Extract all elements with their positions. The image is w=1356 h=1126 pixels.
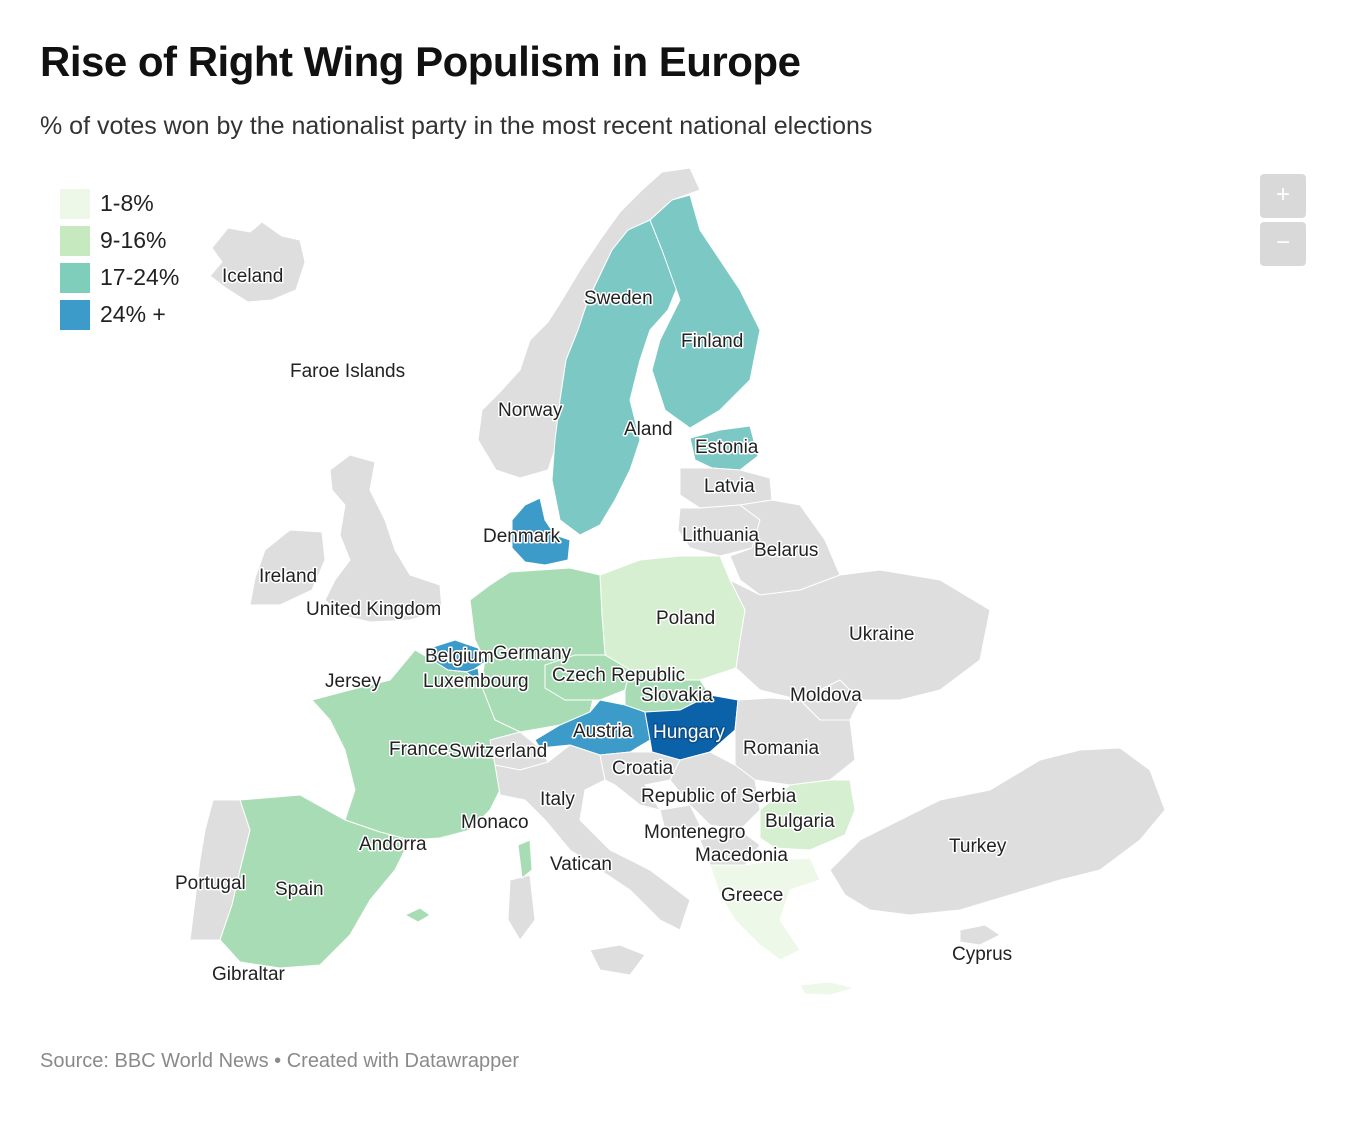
label-denmark: Denmark: [483, 526, 561, 547]
label-latvia: Latvia: [704, 476, 755, 497]
legend-swatch: [60, 225, 90, 256]
label-ukraine: Ukraine: [849, 624, 914, 645]
label-france: France: [389, 739, 448, 760]
label-jersey: Jersey: [325, 671, 381, 692]
country-iceland[interactable]: [209, 221, 306, 303]
label-ireland: Ireland: [259, 566, 317, 587]
label-poland: Poland: [656, 608, 715, 629]
label-uk: United Kingdom: [306, 599, 441, 620]
country-italy[interactable]: [494, 744, 691, 931]
label-montenegro: Montenegro: [644, 822, 745, 843]
label-moldova: Moldova: [790, 685, 862, 706]
label-greece: Greece: [721, 885, 783, 906]
country-estonia[interactable]: [689, 425, 759, 471]
island-sardinia[interactable]: [507, 874, 536, 941]
legend-label: 1-8%: [100, 190, 154, 216]
legend-label: 24% +: [100, 301, 166, 327]
legend-swatch: [60, 299, 90, 330]
legend-label: 9-16%: [100, 227, 167, 253]
label-spain: Spain: [275, 879, 324, 900]
label-czech: Czech Republic: [552, 665, 685, 686]
label-finland: Finland: [681, 331, 743, 352]
country-sweden[interactable]: [551, 219, 681, 536]
country-bulgaria[interactable]: [759, 779, 856, 851]
label-germany: Germany: [493, 643, 572, 664]
label-andorra: Andorra: [359, 834, 427, 855]
label-iceland: Iceland: [222, 266, 283, 287]
label-slovakia: Slovakia: [641, 685, 713, 706]
label-belarus: Belarus: [754, 540, 818, 561]
legend-item: 1-8%: [60, 185, 179, 222]
label-belgium: Belgium: [425, 646, 494, 667]
source-credit: Source: BBC World News • Created with Da…: [40, 1050, 520, 1072]
label-aland: Aland: [624, 419, 673, 440]
label-lithuania: Lithuania: [682, 525, 760, 546]
label-croatia: Croatia: [612, 758, 674, 779]
europe-map-svg[interactable]: Iceland Faroe Islands Norway Sweden Finl…: [0, 150, 1356, 1030]
label-serbia: Republic of Serbia: [641, 786, 797, 807]
island-sicily[interactable]: [589, 944, 646, 976]
island-balearic[interactable]: [403, 907, 431, 923]
country-croatia[interactable]: [599, 751, 681, 811]
legend-item: 9-16%: [60, 222, 179, 259]
country-spain[interactable]: [219, 794, 411, 969]
label-bulgaria: Bulgaria: [765, 811, 835, 832]
country-turkey[interactable]: [829, 747, 1166, 916]
country-uk[interactable]: [324, 454, 443, 623]
country-macedonia[interactable]: [699, 829, 761, 866]
island-corsica[interactable]: [517, 839, 533, 879]
legend-swatch: [60, 188, 90, 219]
legend-item: 24% +: [60, 296, 179, 333]
country-ireland[interactable]: [249, 529, 326, 606]
legend: 1-8% 9-16% 17-24% 24% +: [60, 185, 179, 333]
label-monaco: Monaco: [461, 812, 529, 833]
label-faroe: Faroe Islands: [290, 361, 405, 382]
map[interactable]: Iceland Faroe Islands Norway Sweden Finl…: [0, 150, 1356, 1030]
label-sweden: Sweden: [584, 288, 653, 309]
chart-title: Rise of Right Wing Populism in Europe: [40, 38, 801, 85]
country-montenegro[interactable]: [659, 804, 701, 841]
label-portugal: Portugal: [175, 873, 246, 894]
zoom-out-button[interactable]: −: [1260, 222, 1306, 266]
label-turkey: Turkey: [949, 836, 1007, 857]
label-estonia: Estonia: [695, 437, 759, 458]
label-gibraltar: Gibraltar: [212, 964, 286, 985]
chart-subtitle: % of votes won by the nationalist party …: [40, 112, 873, 140]
label-luxembourg: Luxembourg: [423, 671, 529, 692]
label-switzerland: Switzerland: [449, 741, 547, 762]
country-labels: Iceland Faroe Islands Norway Sweden Finl…: [174, 265, 1014, 987]
label-hungary: Hungary: [653, 722, 725, 743]
country-serbia[interactable]: [669, 751, 761, 831]
legend-swatch: [60, 262, 90, 293]
label-romania: Romania: [743, 738, 819, 759]
country-cyprus[interactable]: [959, 924, 1001, 946]
country-finland[interactable]: [649, 194, 761, 429]
label-austria: Austria: [573, 721, 633, 742]
country-denmark[interactable]: [511, 497, 571, 566]
legend-label: 17-24%: [100, 264, 180, 290]
island-crete[interactable]: [799, 981, 857, 996]
label-cyprus: Cyprus: [952, 944, 1012, 965]
label-vatican: Vatican: [550, 854, 612, 875]
country-hungary[interactable]: [644, 694, 739, 761]
country-greece[interactable]: [709, 857, 821, 961]
zoom-in-button[interactable]: +: [1260, 174, 1306, 218]
legend-item: 17-24%: [60, 259, 179, 296]
label-italy: Italy: [540, 789, 575, 810]
label-macedonia: Macedonia: [695, 845, 788, 866]
label-norway: Norway: [498, 400, 563, 421]
